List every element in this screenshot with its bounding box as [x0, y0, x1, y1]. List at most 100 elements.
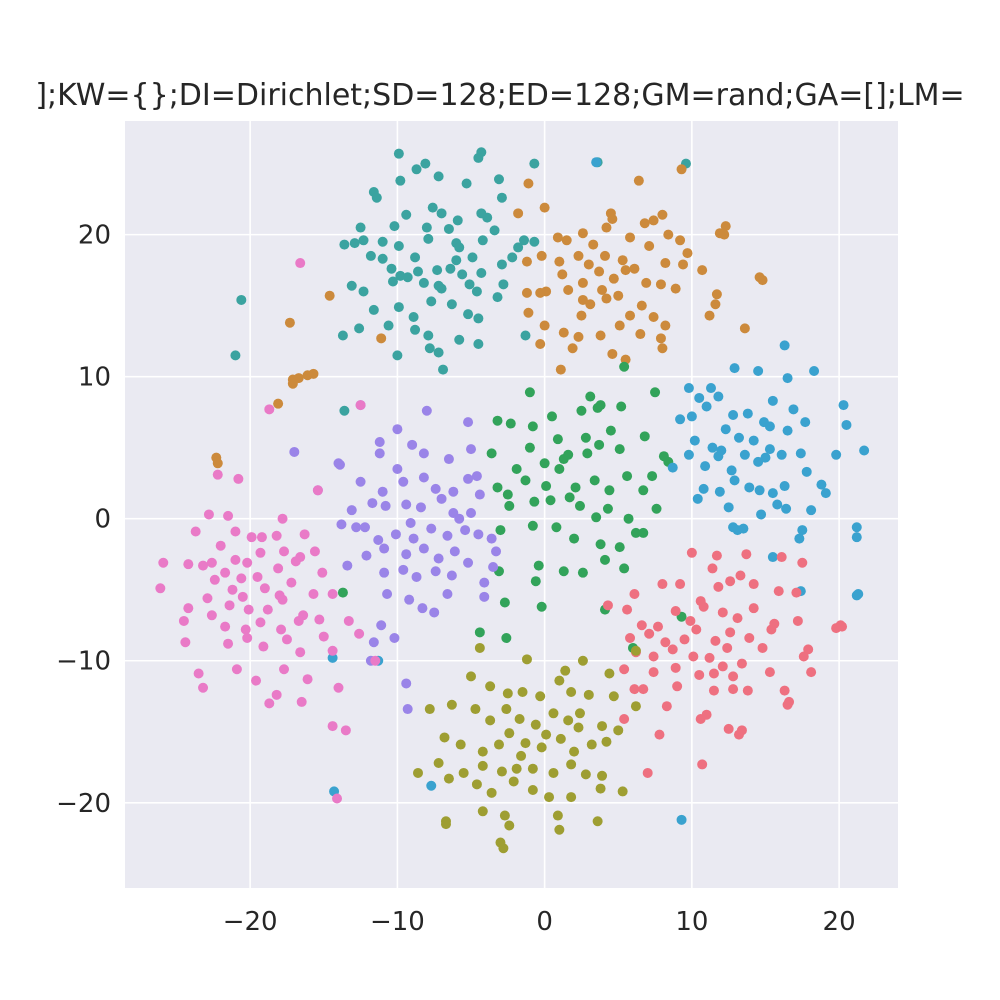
data-point	[533, 560, 544, 571]
data-point	[286, 577, 297, 588]
data-point	[230, 350, 241, 361]
data-point	[470, 704, 481, 715]
data-point	[638, 527, 649, 538]
data-point	[463, 473, 474, 484]
data-point	[401, 209, 412, 220]
data-point	[714, 228, 725, 239]
data-point	[675, 579, 686, 590]
data-point	[246, 532, 257, 543]
data-point	[753, 365, 764, 376]
data-point	[617, 786, 628, 797]
data-point	[501, 633, 512, 644]
data-point	[797, 525, 808, 536]
data-point	[608, 691, 619, 702]
data-point	[417, 603, 428, 614]
data-point	[566, 686, 577, 697]
data-point	[446, 699, 457, 710]
data-point	[259, 583, 270, 594]
data-point	[318, 631, 329, 642]
data-point	[477, 235, 488, 246]
data-point	[725, 576, 736, 587]
data-point	[386, 263, 397, 274]
data-point	[368, 637, 379, 648]
data-point	[539, 320, 550, 331]
data-point	[379, 543, 390, 554]
data-point	[732, 613, 743, 624]
data-point	[473, 529, 484, 540]
data-point	[424, 343, 435, 354]
data-point	[155, 583, 166, 594]
data-point	[227, 584, 238, 595]
data-point	[650, 387, 661, 398]
data-point	[308, 368, 319, 379]
data-point	[351, 522, 362, 533]
data-point	[708, 668, 719, 679]
cluster-8	[413, 642, 641, 854]
data-point	[622, 471, 633, 482]
data-point	[436, 493, 447, 504]
data-point	[295, 647, 306, 658]
data-point	[558, 566, 569, 577]
data-point	[333, 458, 344, 469]
grid	[125, 121, 898, 888]
data-point	[502, 489, 513, 500]
data-point	[781, 503, 792, 514]
data-point	[471, 286, 482, 297]
data-point	[754, 485, 765, 496]
data-point	[342, 560, 353, 571]
data-point	[670, 662, 681, 673]
data-point	[516, 750, 527, 761]
data-point	[742, 408, 753, 419]
data-point	[418, 472, 429, 483]
data-point	[477, 806, 488, 817]
data-point	[401, 678, 412, 689]
data-point	[358, 235, 369, 246]
data-point	[424, 704, 435, 715]
data-point	[426, 780, 437, 791]
data-point	[404, 594, 415, 605]
data-point	[701, 401, 712, 412]
data-point	[193, 668, 204, 679]
data-point	[479, 591, 490, 602]
data-point	[312, 485, 323, 496]
data-point	[473, 338, 484, 349]
data-point	[426, 296, 437, 307]
data-point	[389, 221, 400, 232]
data-point	[748, 603, 759, 614]
data-point	[541, 481, 552, 492]
cluster-1	[230, 147, 691, 416]
data-point	[370, 655, 381, 666]
data-point	[496, 192, 507, 203]
data-point	[851, 532, 862, 543]
data-point	[720, 424, 731, 435]
data-point	[614, 542, 625, 553]
data-point	[597, 770, 608, 781]
data-point	[477, 760, 488, 771]
data-point	[212, 469, 223, 480]
data-point	[521, 256, 532, 267]
data-point	[463, 417, 474, 428]
data-point	[767, 395, 778, 406]
data-point	[569, 746, 580, 757]
data-point	[236, 294, 247, 305]
data-point	[536, 742, 547, 753]
data-point	[495, 525, 506, 536]
data-point	[676, 814, 687, 825]
data-point	[574, 708, 585, 719]
cluster-6	[155, 258, 381, 804]
data-point	[333, 682, 344, 693]
data-point	[599, 250, 610, 261]
data-point	[648, 312, 659, 323]
data-point	[293, 615, 304, 626]
data-point	[293, 373, 304, 384]
data-point	[686, 411, 697, 422]
data-point	[625, 310, 636, 321]
data-point	[795, 448, 806, 459]
data-point	[660, 320, 671, 331]
data-point	[493, 739, 504, 750]
data-point	[279, 664, 290, 675]
data-point	[704, 652, 715, 663]
data-point	[492, 415, 503, 426]
data-point	[591, 157, 602, 168]
data-point	[748, 435, 759, 446]
